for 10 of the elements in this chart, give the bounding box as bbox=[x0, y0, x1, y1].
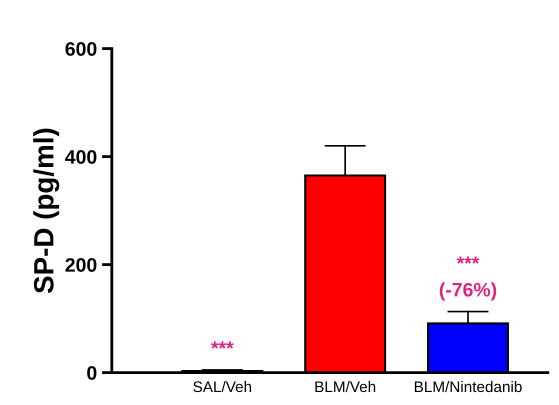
y-tick-label: 600 bbox=[65, 42, 96, 56]
annotation: *** bbox=[211, 341, 234, 349]
y-tick-label: 400 bbox=[65, 150, 96, 164]
y-tick-label: 200 bbox=[65, 258, 96, 272]
x-tick-label: BLM/Nintedanib bbox=[414, 380, 522, 392]
y-axis-title: SP-D (pg/ml) bbox=[33, 128, 60, 294]
x-tick-label: SAL/Veh bbox=[193, 380, 252, 392]
y-tick-label: 0 bbox=[87, 366, 96, 380]
annotation: *** (-76%) bbox=[440, 256, 496, 300]
x-tick-label: BLM/Veh bbox=[315, 380, 376, 392]
